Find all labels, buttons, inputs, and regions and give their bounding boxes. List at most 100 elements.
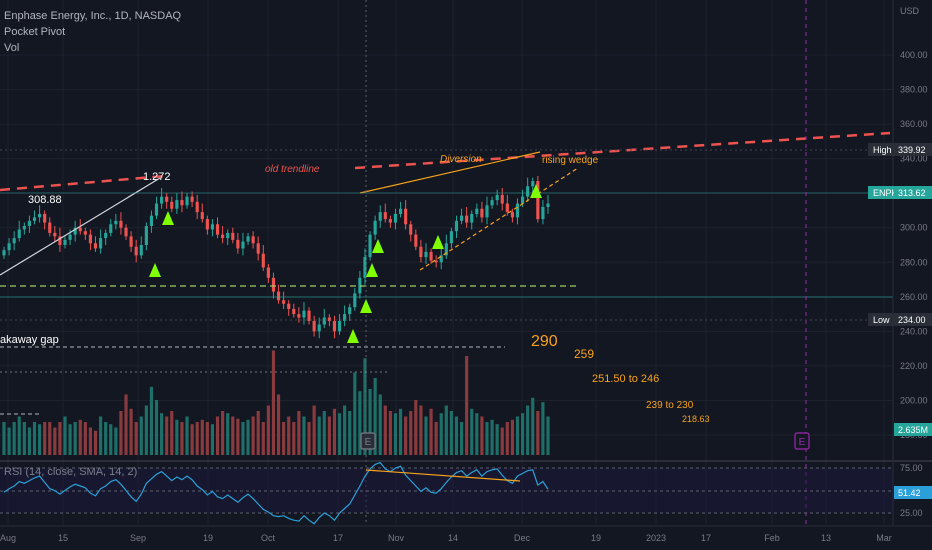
rsi-tick-label: 75.00 (900, 463, 923, 473)
candle-body (154, 203, 159, 216)
candle-body (526, 186, 530, 197)
candle-body (165, 196, 169, 202)
target-label: 290 (531, 333, 558, 350)
pocket-pivot-marker (360, 299, 372, 313)
target-label: 239 to 230 (646, 400, 694, 411)
candle-body (337, 321, 342, 332)
volume-bar (495, 424, 499, 455)
volume-bar (88, 427, 93, 455)
symbol-tag-text: ENPH (873, 188, 898, 198)
candle-body (424, 251, 428, 258)
volume-bar (470, 408, 474, 455)
candle-body (129, 236, 133, 247)
volume-bar (139, 416, 143, 455)
volume-bar (246, 419, 250, 455)
pocket-pivot-marker (149, 263, 161, 277)
pocket-pivot-marker (162, 211, 174, 225)
volume-bar (312, 405, 316, 455)
volume-bar (165, 416, 169, 455)
volume-bar (398, 408, 403, 455)
price-tick-label: 240.00 (900, 326, 928, 336)
candle-body (27, 220, 31, 226)
candle-body (312, 321, 316, 332)
price-axis: USD400.00380.00360.00340.00320.00300.002… (868, 0, 932, 525)
annotation-overlay: old trendline Diversion rising wedge 308.88… (0, 0, 893, 525)
target-label: 251.50 to 246 (592, 373, 659, 385)
rsi-legend[interactable]: RSI (14, close, SMA, 14, 2) (4, 466, 138, 478)
volume-bar (444, 405, 448, 455)
candle-body (88, 234, 93, 244)
rsi-line (3, 461, 549, 525)
price-tick-label: 280.00 (900, 257, 928, 267)
candle-body (149, 215, 154, 226)
time-tick-label: 15 (58, 533, 68, 543)
volume-bar (251, 416, 255, 455)
volume-bar (17, 416, 21, 455)
candle-body (368, 234, 372, 258)
volume-bar (434, 422, 438, 455)
volume-bar (210, 424, 215, 455)
candle-body (256, 243, 260, 254)
candle-body (332, 321, 337, 332)
rsi-tick-label: 25.00 (900, 508, 923, 518)
volume-value-text: 2.635M (898, 425, 928, 435)
volume-bar (348, 411, 352, 455)
low-value-bg (894, 313, 932, 326)
time-tick-label: 17 (701, 533, 711, 543)
volume-bar (424, 416, 428, 455)
candle-body (393, 213, 398, 223)
price-tick-label: 260.00 (900, 292, 928, 302)
volume-bar (129, 408, 133, 455)
indicator-volume[interactable]: Vol (4, 42, 20, 54)
candle-body (124, 227, 128, 237)
candle-body (266, 267, 270, 278)
volume-bar (134, 422, 138, 455)
volume-bar (485, 422, 489, 455)
candle-body (531, 181, 535, 187)
volume-bar (322, 411, 326, 455)
indicator-pocket-pivot[interactable]: Pocket Pivot (4, 26, 66, 38)
volume-bar (454, 416, 459, 455)
candle-body (505, 203, 509, 213)
candle-body (226, 232, 230, 239)
volume-bar (180, 422, 184, 455)
volume-bar (63, 416, 67, 455)
time-axis: Aug 15 Sep 19 Oct 17 Nov 14 Dec 19 2023 17 Feb 13 Mar (0, 525, 932, 550)
candle-body (185, 196, 189, 206)
volume-bar (373, 378, 377, 455)
earnings-icon (360, 432, 376, 450)
candle-body (215, 224, 220, 235)
candle-body (68, 234, 72, 240)
price-tick-label: 220.00 (900, 361, 928, 371)
time-tick-label: Oct (261, 533, 276, 543)
volume-bar (536, 411, 540, 455)
currency-label: USD (900, 6, 920, 16)
rising-wedge-label: rising wedge (542, 155, 599, 166)
volume-bar (292, 422, 296, 455)
volume-bar (185, 416, 189, 455)
volume-bar (526, 405, 530, 455)
wedge-upper-line (359, 151, 541, 194)
candle-body (322, 317, 326, 325)
volume-bar (358, 391, 362, 455)
candle-body (104, 232, 108, 239)
volume-bar (276, 394, 281, 455)
time-tick-label: Feb (764, 533, 780, 543)
candle-body (160, 196, 164, 204)
volume-bar (475, 413, 479, 455)
old-trendline-right (354, 131, 891, 170)
candle-body (444, 243, 448, 256)
candle-body (12, 238, 16, 244)
volume-bar (160, 413, 164, 455)
time-tick-label: Sep (130, 533, 146, 543)
candle-body (343, 314, 347, 321)
candle-body (307, 310, 311, 321)
volume-bar (480, 416, 484, 455)
volume-bar (48, 422, 52, 455)
volume-bar (388, 411, 392, 455)
volume-bar (337, 413, 342, 455)
time-tick-label: 19 (591, 533, 601, 543)
chart-title[interactable]: Enphase Energy, Inc., 1D, NASDAQ (4, 10, 182, 22)
pocket-pivot-marker (366, 263, 378, 277)
